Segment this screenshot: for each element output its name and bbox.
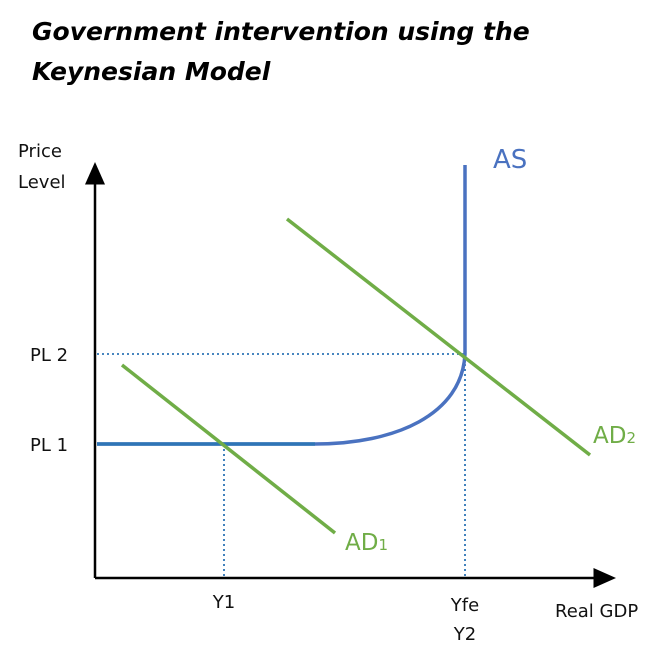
x-tick-label: Y2	[453, 624, 476, 645]
ad1-subscript: 1	[378, 536, 388, 554]
y-axis-label: Level	[18, 172, 66, 193]
x-tick-label: Yfe	[450, 595, 479, 616]
y-tick-label: PL 1	[30, 435, 68, 456]
title-line: Government intervention using the	[32, 17, 530, 46]
ad1-label: AD1	[345, 530, 388, 556]
title-line: Keynesian Model	[32, 57, 271, 86]
x-axis-label: Real GDP	[555, 601, 638, 622]
y-axis-label: Price	[18, 141, 62, 162]
ad2-subscript: 2	[626, 429, 636, 447]
x-tick-label: Y1	[212, 592, 235, 613]
ad2-text: AD	[593, 423, 626, 449]
ad1-text: AD	[345, 530, 378, 556]
y-tick-label: PL 2	[30, 345, 68, 366]
ad2-label: AD2	[593, 423, 636, 449]
as-label: AS	[493, 145, 527, 175]
as-curve	[97, 165, 467, 446]
ad1-curve	[120, 363, 337, 535]
ad2-curve	[285, 217, 592, 457]
